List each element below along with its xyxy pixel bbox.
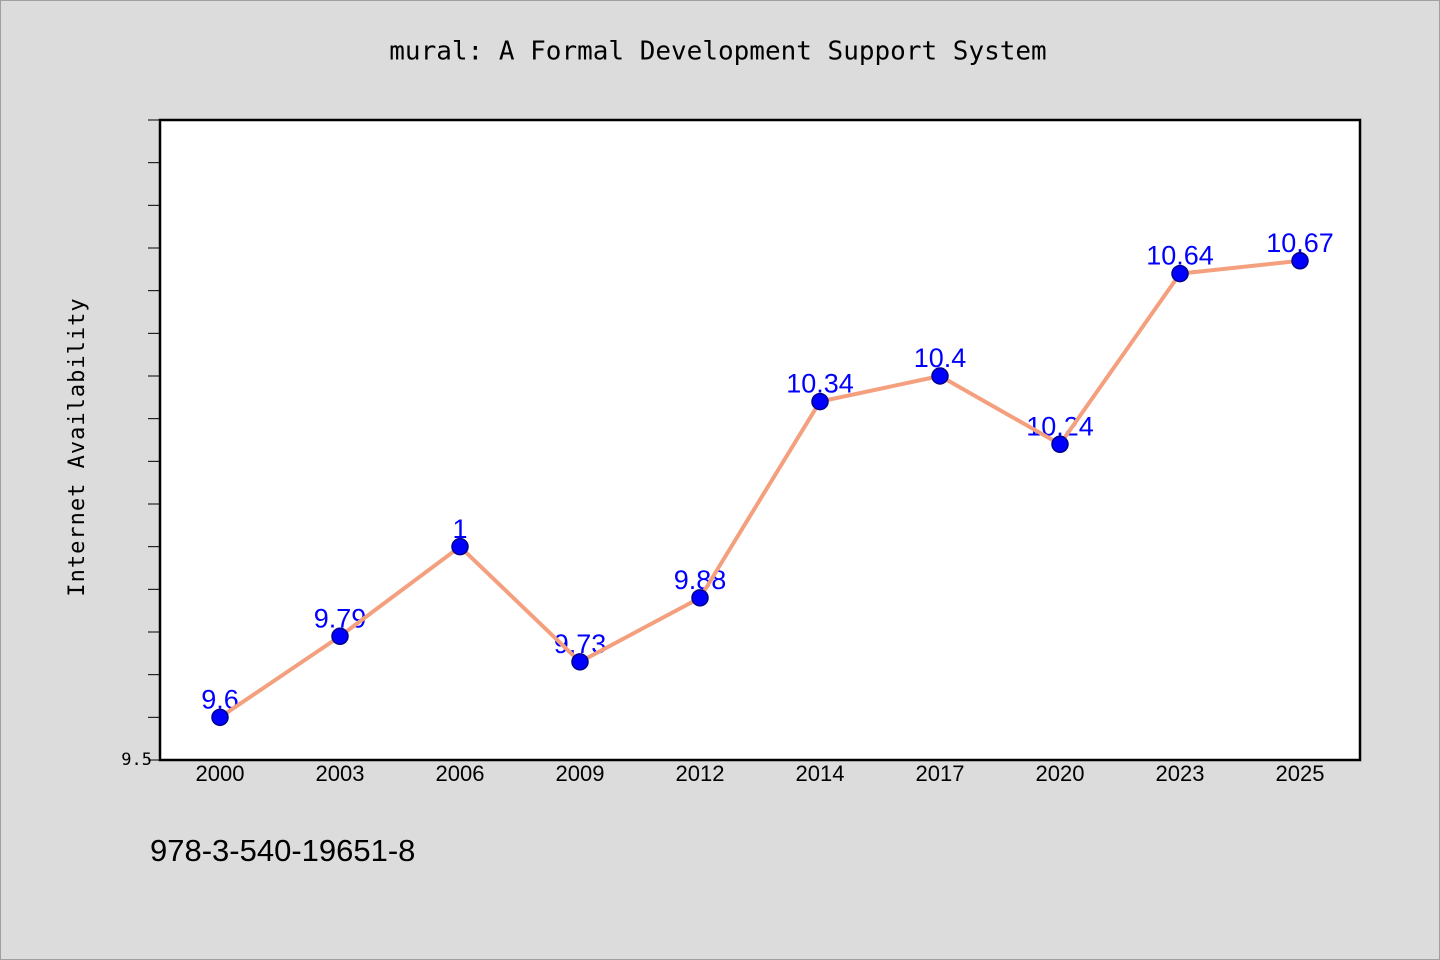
- data-point: [571, 653, 589, 671]
- data-point: [331, 627, 349, 646]
- x-tick-label: 2006: [436, 761, 485, 786]
- data-point: [1051, 435, 1069, 454]
- y-tick-label: 9.5: [121, 750, 152, 770]
- x-tick-label: 2012: [676, 761, 725, 786]
- data-point: [691, 589, 709, 607]
- data-point: [811, 392, 829, 411]
- x-tick-label: 2017: [916, 761, 965, 786]
- data-point: [1291, 252, 1309, 270]
- x-tick-label: 2000: [196, 761, 245, 786]
- plot-area: [160, 120, 1360, 760]
- x-tick-label: 2020: [1036, 761, 1085, 786]
- y-axis-tick-labels: 9.5: [121, 750, 152, 770]
- x-tick-label: 2014: [796, 761, 845, 786]
- series-line: [218, 258, 1302, 720]
- data-point: [931, 367, 949, 385]
- data-point: [1171, 264, 1189, 283]
- x-tick-label: 2009: [556, 761, 605, 786]
- plot-border: [158, 118, 1362, 762]
- data-label: 1: [452, 514, 467, 544]
- data-point: [211, 708, 229, 727]
- x-axis-tick-labels: 2000 2003 2006 2009 2012 2014 2017 2020 2023 2025: [196, 761, 1325, 786]
- x-tick-label: 2025: [1276, 761, 1325, 786]
- data-points: [211, 252, 1309, 727]
- isbn-footer: 978-3-540-19651-8: [150, 833, 415, 868]
- x-tick-label: 2023: [1156, 761, 1205, 786]
- series-group: [218, 258, 1302, 720]
- chart-title: mural: A Formal Development Support Syst…: [389, 37, 1046, 67]
- y-axis-ticks: [148, 119, 160, 761]
- y-axis-label: Internet Availability: [65, 297, 90, 596]
- x-tick-label: 2003: [316, 761, 365, 786]
- data-point: [451, 537, 469, 556]
